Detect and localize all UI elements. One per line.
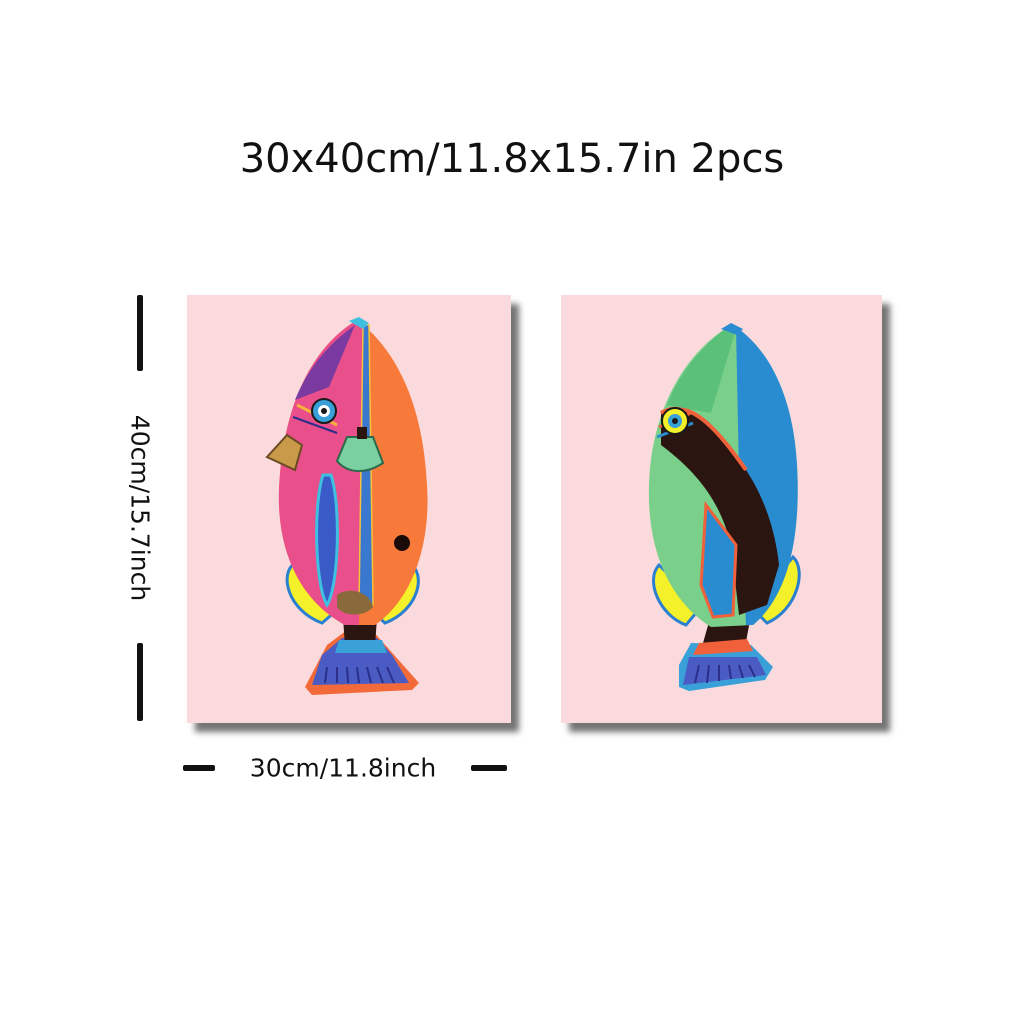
height-dimension-line-bottom bbox=[137, 643, 143, 721]
width-dimension-label: 30cm/11.8inch bbox=[249, 753, 437, 783]
fish-painting-right bbox=[648, 323, 801, 691]
width-dimension-line-right bbox=[471, 765, 507, 771]
fish-painting-left bbox=[265, 317, 428, 695]
width-dimension-line-left bbox=[183, 765, 215, 771]
canvas-print-right bbox=[561, 295, 882, 723]
height-dimension-line-top bbox=[137, 295, 143, 371]
product-size-title: 30x40cm/11.8x15.7in 2pcs bbox=[239, 136, 785, 182]
canvas-print-left bbox=[187, 295, 511, 723]
height-dimension-label: 40cm/15.7inch bbox=[125, 414, 155, 602]
